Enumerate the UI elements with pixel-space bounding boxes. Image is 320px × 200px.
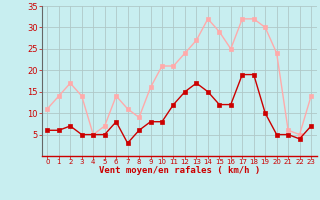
X-axis label: Vent moyen/en rafales ( km/h ): Vent moyen/en rafales ( km/h ) (99, 166, 260, 175)
